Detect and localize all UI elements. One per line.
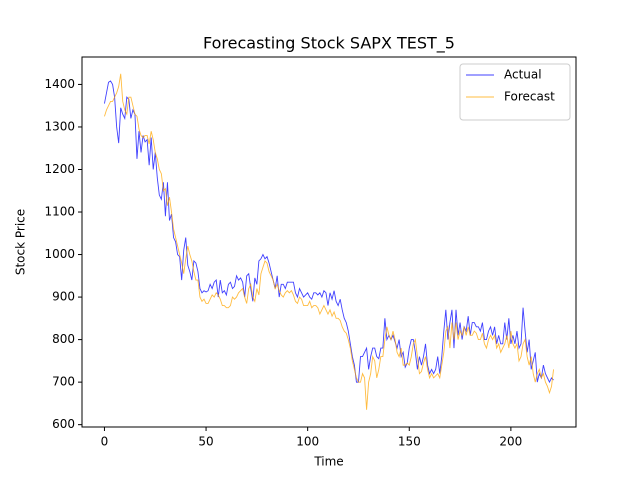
y-tick-label: 900 xyxy=(52,290,75,304)
x-tick-label: 150 xyxy=(398,435,421,449)
chart-title: Forecasting Stock SAPX TEST_5 xyxy=(203,34,455,54)
x-tick-label: 100 xyxy=(296,435,319,449)
y-tick-label: 600 xyxy=(52,417,75,431)
legend-label: Actual xyxy=(504,68,542,82)
y-tick-label: 1200 xyxy=(44,162,75,176)
y-tick-label: 800 xyxy=(52,332,75,346)
y-tick-label: 1300 xyxy=(44,119,75,133)
y-axis-label: Stock Price xyxy=(14,209,28,275)
y-tick-label: 1100 xyxy=(44,205,75,219)
x-tick-label: 50 xyxy=(198,435,213,449)
legend-label: Forecast xyxy=(504,90,555,104)
x-tick-label: 200 xyxy=(499,435,522,449)
series-line xyxy=(104,73,554,410)
plot-frame xyxy=(81,56,577,428)
y-tick-label: 700 xyxy=(52,375,75,389)
legend-box xyxy=(459,63,571,121)
x-tick-label: 0 xyxy=(101,435,109,449)
x-axis-label: Time xyxy=(313,455,343,469)
y-tick-label: 1000 xyxy=(44,247,75,261)
series-line xyxy=(104,80,554,384)
y-tick-label: 1400 xyxy=(44,77,75,91)
